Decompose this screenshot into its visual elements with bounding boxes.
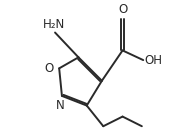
Text: N: N (56, 99, 65, 112)
Text: H₂N: H₂N (43, 18, 65, 31)
Text: OH: OH (144, 54, 162, 67)
Text: O: O (44, 62, 54, 75)
Text: O: O (118, 3, 127, 16)
